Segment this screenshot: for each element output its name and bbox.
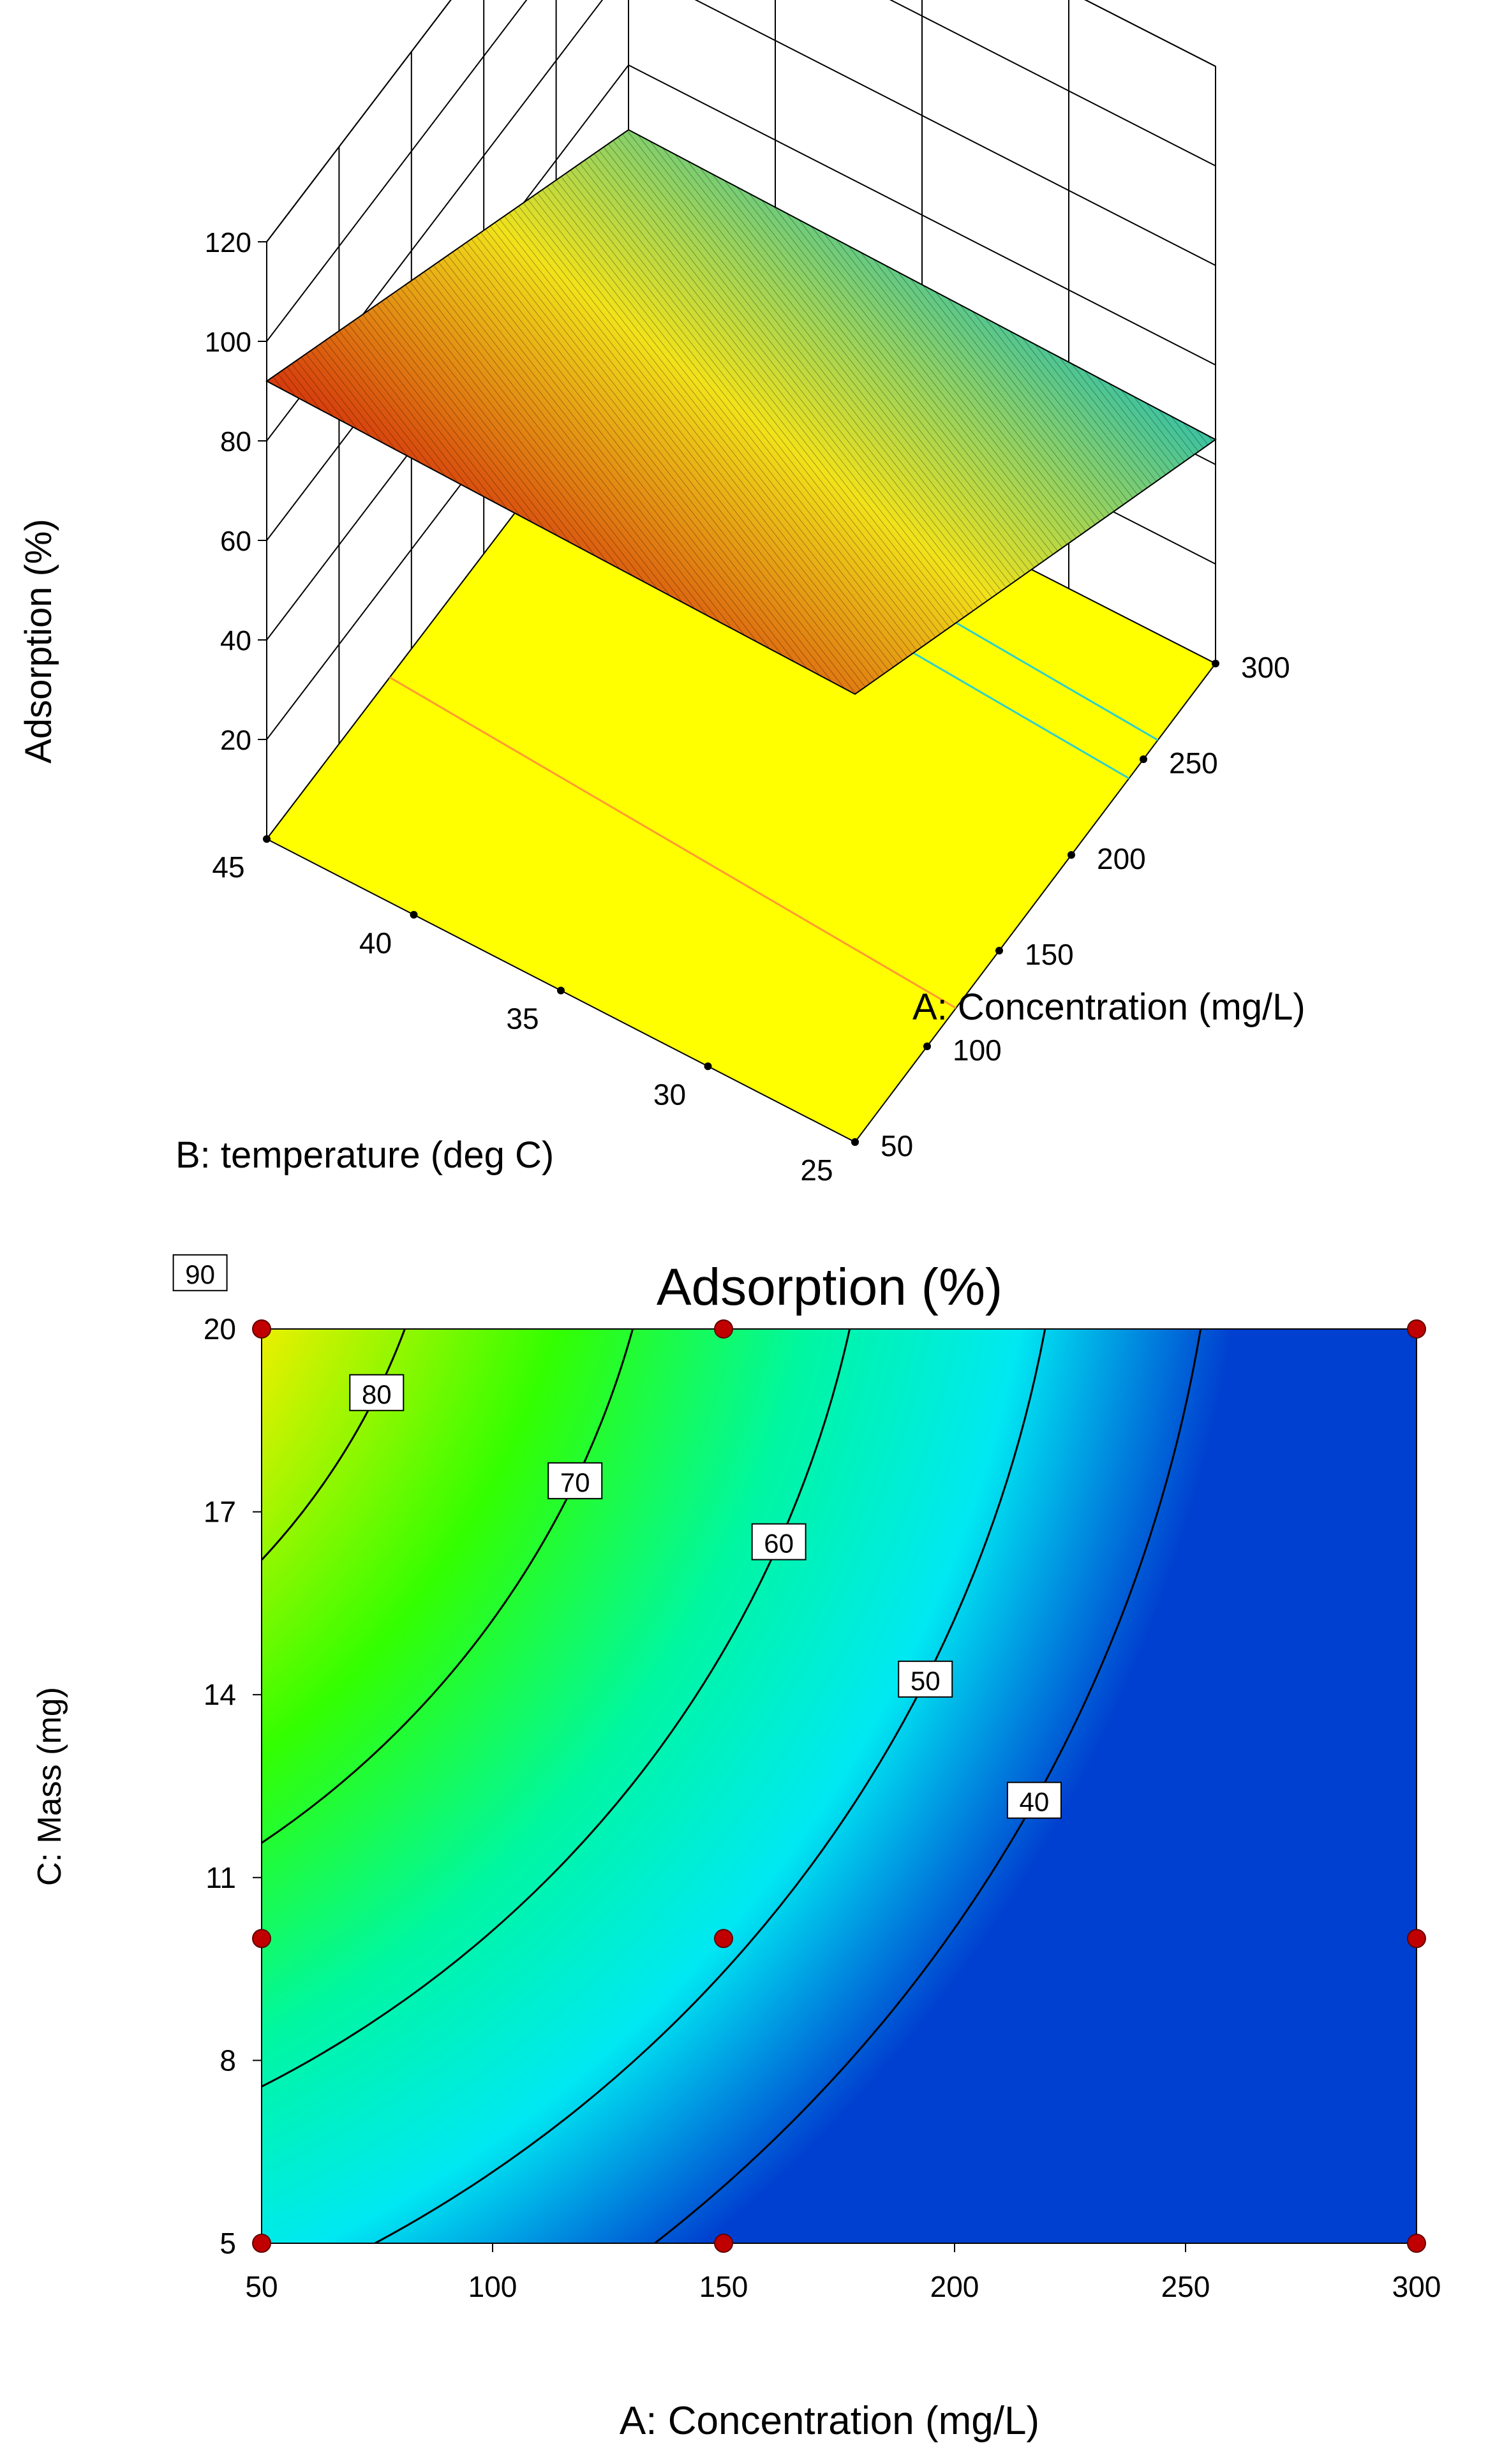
concentration-tick [923,1043,931,1050]
temperature-tick [851,1138,859,1146]
contour-label: 70 [560,1467,590,1497]
concentration-tick-label: 250 [1169,746,1218,780]
contour-label: 90 [185,1259,215,1289]
contour-y-tick-label: 14 [204,1678,236,1711]
z-tick-label: 120 [205,227,251,258]
design-point [714,1929,733,1948]
design-point [252,1929,271,1948]
design-point [252,2234,271,2253]
design-point [1407,2234,1426,2253]
concentration-tick-label: 50 [881,1129,913,1162]
design-point [714,1319,733,1339]
surface-mesh [267,130,1216,694]
temperature-tick-label: 45 [212,850,244,884]
contour-x-tick-label: 150 [699,2270,748,2303]
contour-x-tick-label: 200 [930,2270,979,2303]
temperature-tick-label: 40 [359,926,392,960]
contour-y-tick-label: 8 [219,2044,236,2077]
contour-y-axis-label: C: Mass (mg) [31,1687,68,1886]
surface-plot: 120 100 80 60 40 20 50 100 150 200 250 300 25 30 35 4… [18,0,1306,1187]
concentration-tick [1212,660,1219,667]
concentration-tick-label: 300 [1241,651,1290,684]
contour-label-box [898,1660,953,1698]
temperature-tick [410,910,418,919]
temperature-axis-3d: 25 30 35 40 45 [212,835,859,1187]
concentration-axis-label: A: Concentration (mg/L) [912,986,1306,1028]
z-tick-label: 100 [205,327,251,358]
contour-y-axis: 5 8 11 14 17 20 [204,1312,262,2260]
temperature-tick-label: 30 [653,1078,686,1111]
contour-label: 60 [764,1529,794,1559]
contour-x-axis-label: A: Concentration (mg/L) [620,2399,1039,2443]
contour-plot: Adsorption (%) 90 80 70 60 50 40 50 100 150 200 2… [31,1254,1441,2443]
z-tick-label: 20 [220,725,251,756]
contour-x-tick-label: 100 [468,2270,517,2303]
contour-label: 40 [1020,1787,1050,1817]
temperature-tick [263,835,271,843]
contour-label-box [751,1523,807,1561]
contour-frame [261,1328,1417,2244]
z-tick-label: 60 [220,526,251,557]
concentration-tick-label: 100 [953,1034,1002,1067]
temperature-tick [704,1062,712,1071]
z-axis: 120 100 80 60 40 20 [205,227,267,756]
design-point [714,2234,733,2253]
contour-label-box [1006,1781,1062,1819]
contour-x-tick-label: 300 [1392,2270,1441,2303]
contour-y-tick-label: 5 [219,2227,236,2260]
z-tick-label: 40 [220,625,251,657]
temperature-tick [557,986,565,995]
concentration-tick-label: 200 [1097,842,1146,875]
design-point [1407,1929,1426,1948]
contour-label-box [547,1462,603,1499]
contour-label-box [349,1374,405,1411]
temperature-tick-label: 35 [506,1002,539,1035]
contour-color-map [262,1329,1417,2243]
concentration-tick [1140,755,1147,763]
concentration-tick [995,947,1003,954]
design-point [252,1319,271,1339]
contour-title: Adsorption (%) [657,1258,1002,1316]
contour-design-points [252,1319,1426,2253]
concentration-tick-label: 150 [1025,938,1074,971]
temperature-tick-label: 25 [800,1154,833,1187]
z-tick-label: 80 [220,426,251,457]
contour-x-tick-label: 50 [245,2270,278,2303]
concentration-tick [1068,851,1075,859]
contour-label-box [172,1254,228,1291]
contour-x-tick-label: 250 [1161,2270,1210,2303]
contour-x-axis: 50 100 150 200 250 300 [245,2243,1441,2303]
design-point [1407,1319,1426,1339]
contour-label: 50 [911,1666,941,1696]
contour-labels: 90 80 70 60 50 40 [172,1254,1062,1819]
contour-y-tick-label: 17 [204,1495,236,1529]
contour-y-tick-label: 11 [205,1861,236,1894]
concentration-axis-3d: 50 100 150 200 250 300 [851,651,1290,1162]
z-axis-label: Adsorption (%) [18,519,59,764]
contour-label: 80 [362,1379,392,1409]
contour-y-tick-label: 20 [204,1312,236,1346]
temperature-axis-label: B: temperature (deg C) [175,1134,554,1176]
